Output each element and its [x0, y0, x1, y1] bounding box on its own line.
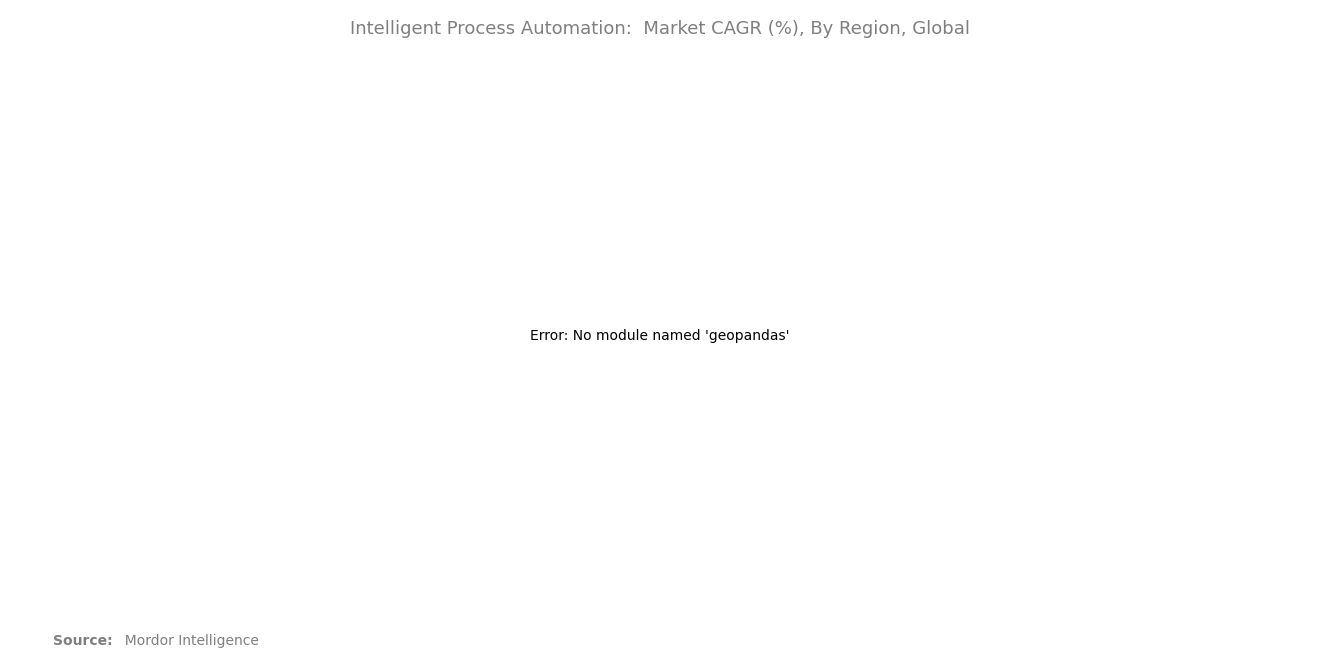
Text: Mordor Intelligence: Mordor Intelligence [116, 634, 259, 648]
Text: Intelligent Process Automation:  Market CAGR (%), By Region, Global: Intelligent Process Automation: Market C… [350, 20, 970, 38]
Text: Source:: Source: [53, 634, 112, 648]
Text: Error: No module named 'geopandas': Error: No module named 'geopandas' [531, 329, 789, 343]
